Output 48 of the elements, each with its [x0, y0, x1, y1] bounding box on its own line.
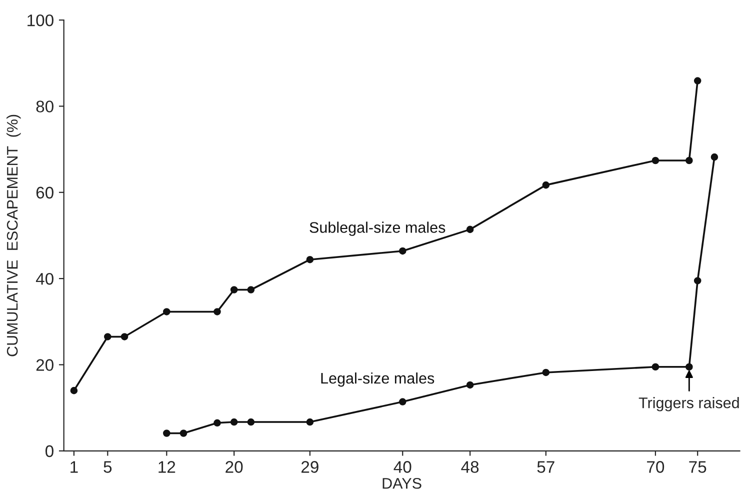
point [104, 333, 112, 340]
point [466, 381, 474, 389]
x-tick-label: 57 [537, 461, 554, 473]
point [306, 418, 314, 426]
point [694, 277, 702, 284]
y-axis-title: CUMULATIVE ESCAPEMENT (%) [6, 114, 21, 356]
point [180, 430, 188, 437]
x-tick-label: 1 [70, 461, 78, 473]
point [230, 286, 238, 294]
point [247, 286, 255, 294]
point [120, 333, 128, 340]
annotation: Triggers raised [638, 397, 739, 412]
point [686, 363, 693, 371]
point [398, 247, 406, 255]
point [710, 153, 718, 161]
y-tick-label: 0 [45, 445, 54, 458]
y-tick-label: 60 [36, 186, 54, 199]
x-tick-label: 12 [158, 461, 176, 473]
point [214, 419, 221, 427]
point [214, 308, 221, 316]
y-tick-label: 20 [36, 359, 54, 371]
y-tick-label: 40 [36, 272, 54, 285]
point [247, 418, 255, 426]
x-tick-label: 70 [647, 461, 664, 473]
x-tick-label: 29 [301, 461, 318, 473]
point [686, 156, 693, 164]
point [230, 418, 238, 426]
series-label: Sublegal-size males [310, 222, 446, 236]
x-tick-label: 40 [394, 461, 412, 473]
point [70, 386, 78, 394]
point [398, 398, 406, 406]
point [652, 363, 660, 371]
point [542, 368, 550, 376]
point [542, 181, 550, 189]
x-tick-label: 48 [461, 461, 479, 473]
x-tick-label: 20 [226, 461, 243, 473]
point [163, 308, 170, 316]
x-tick-label: 5 [104, 461, 112, 473]
x-tick-label: 75 [689, 461, 706, 473]
point [694, 77, 702, 84]
series-label: Legal-size males [321, 372, 434, 387]
point [466, 226, 474, 234]
point [163, 430, 170, 437]
y-tick-label: 100 [28, 14, 54, 26]
point [652, 156, 660, 164]
point [306, 256, 314, 264]
x-axis-title: DAYS [382, 478, 422, 489]
y-tick-label: 80 [36, 100, 54, 112]
